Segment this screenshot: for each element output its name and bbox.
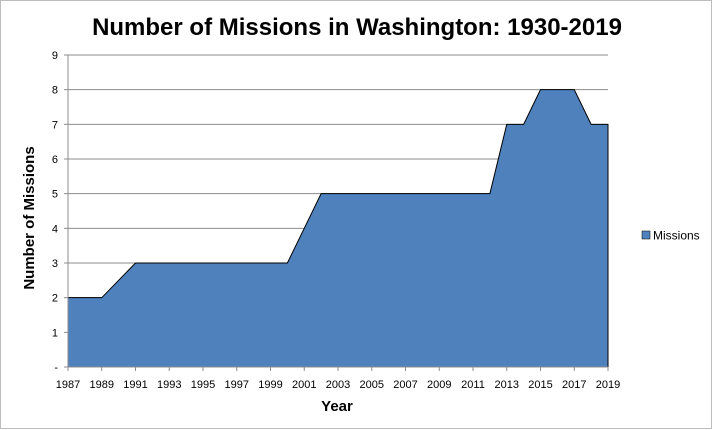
x-tick-label: 1995	[191, 379, 215, 391]
x-tick-label: 2007	[393, 379, 417, 391]
x-axis-title: Year	[321, 398, 353, 415]
x-tick-label: 1997	[225, 379, 249, 391]
x-tick-labels: 1987 1989 1991 1993 1995 1997 1999 2001 2003 2005…	[56, 379, 620, 391]
area-series-0	[67, 89, 609, 368]
x-tick-label: 1989	[90, 379, 114, 391]
x-tick-label: 2003	[326, 379, 350, 391]
legend-swatch-missions	[641, 230, 651, 240]
x-tick-label: 1987	[56, 379, 80, 391]
y-tick-label: 2	[52, 293, 58, 305]
y-tick-label: 5	[52, 189, 58, 201]
x-tick-label: 2017	[562, 379, 586, 391]
y-tick-label: 3	[52, 258, 58, 270]
axes	[64, 54, 609, 371]
x-tick-label: 2019	[596, 379, 620, 391]
y-tick-label: 8	[52, 85, 58, 97]
y-tick-label: 9	[52, 50, 58, 62]
y-tick-label: 6	[52, 154, 58, 166]
chart-title: Number of Missions in Washington: 1930-2…	[92, 14, 622, 41]
y-axis-title: Number of Missions	[21, 146, 38, 289]
y-tick-labels: - 1 2 3 4 5 6 7 8 9	[52, 50, 58, 374]
x-tick-label: 1991	[123, 379, 147, 391]
x-tick-label: 2009	[427, 379, 451, 391]
x-tick-label: 2005	[360, 379, 384, 391]
x-tick-label: 2011	[461, 379, 485, 391]
x-tick-label: 2013	[495, 379, 519, 391]
y-tick-label: 4	[52, 223, 58, 235]
x-tick-label: 2015	[528, 379, 552, 391]
y-tick-label: 1	[52, 327, 58, 339]
legend-label-missions: Missions	[653, 229, 700, 243]
y-tick-label: -	[54, 362, 58, 374]
legend: Missions	[641, 229, 700, 243]
y-tick-label: 7	[52, 119, 58, 131]
x-tick-label: 1999	[258, 379, 282, 391]
x-tick-label: 2001	[292, 379, 316, 391]
x-tick-label: 1993	[157, 379, 181, 391]
area-series	[67, 89, 609, 368]
